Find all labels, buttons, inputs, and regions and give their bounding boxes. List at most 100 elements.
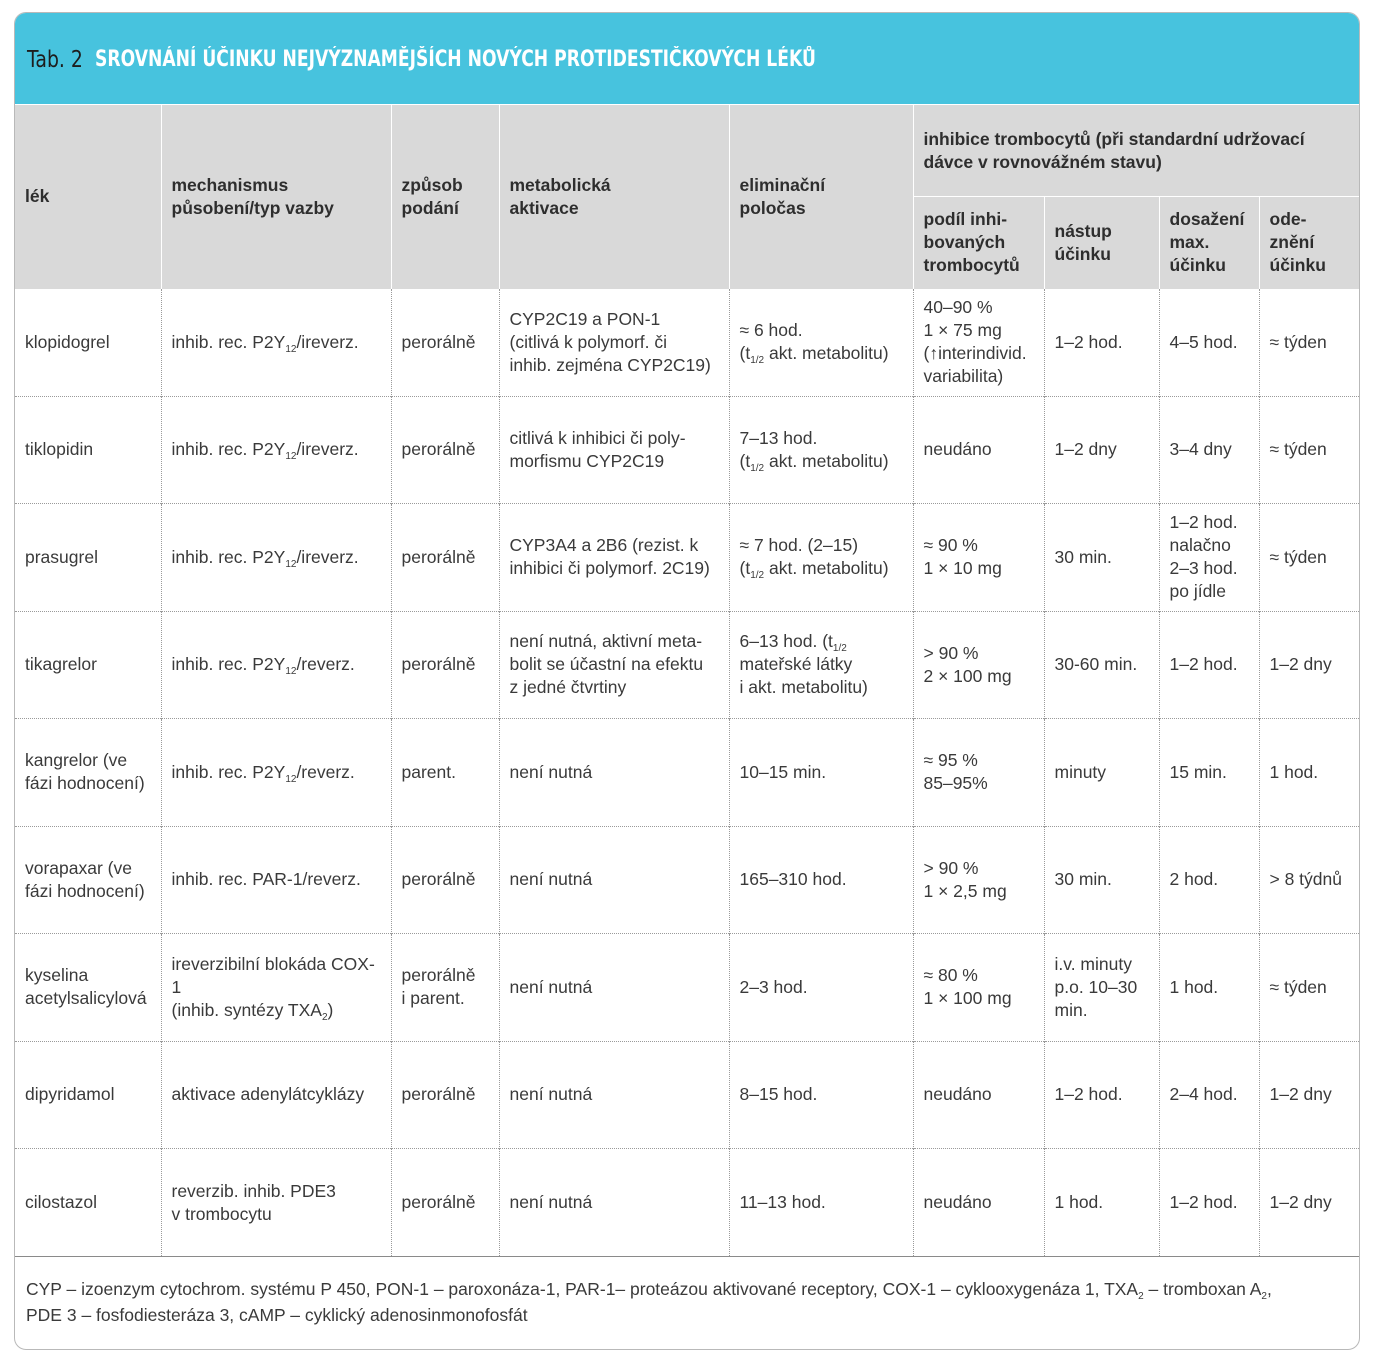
cell-lek: cilostazol [15, 1148, 161, 1256]
cell-metabolicka: není nutná [498, 825, 729, 934]
cell-lek: tikagrelor [15, 610, 161, 719]
cell-nastup: 30 min. [1043, 503, 1159, 611]
cell-metabolicka: není nutná [498, 933, 729, 1041]
cell-odezneni: 1–2 dny [1258, 1040, 1359, 1149]
cell-dosazeni: 1–2 hod. [1158, 1148, 1259, 1256]
cell-zpusob: perorálně [390, 825, 499, 934]
cell-metabolicka: CYP2C19 a PON-1 (citlivá k polymorf. či … [498, 288, 729, 396]
table-row: kangrelor (ve fázi hodnocení) inhib. rec… [15, 718, 1359, 826]
cell-lek: klopidogrel [25, 331, 110, 352]
cell-eliminacni: 6–13 hod. (t1/2 mateřské látky i akt. met… [728, 610, 913, 719]
table-header-bar: Tab. 2 SROVNÁNÍ ÚČINKU NEJVÝZNAMĚJŠÍCH N… [15, 13, 1359, 104]
cell-eliminacni: ≈ 6 hod. (t1/2 akt. metabolitu) [728, 288, 913, 396]
cell-dosazeni: 1–2 hod. [1158, 610, 1259, 719]
cell-nastup: 30-60 min. [1043, 610, 1159, 719]
footnote-line-1: CYP – izoenzym cytochrom. systému P 450,… [26, 1279, 1272, 1302]
cell-mechanismus: inhib. rec. PAR-1/reverz. [160, 825, 391, 934]
cell-metabolicka: není nutná, aktivní meta- bolit se účast… [498, 610, 729, 719]
cell-nastup: 1–2 hod. [1043, 288, 1159, 396]
cell-dosazeni: 3–4 dny [1158, 395, 1259, 504]
cell-odezneni: ≈ týden [1258, 933, 1359, 1041]
cell-dosazeni: 2 hod. [1158, 825, 1259, 934]
table-number: Tab. 2 [27, 46, 83, 73]
cell-podil: 40–90 % 1 × 75 mg (↑interindivid. variab… [912, 288, 1044, 396]
cell-mechanismus: inhib. rec. P2Y12/ireverz. [160, 503, 391, 611]
cell-zpusob: perorálně [390, 1148, 499, 1256]
col-header-mechanismus: mechanismus působení/typ vazby [160, 104, 391, 289]
drug-comparison-table: lék mechanismus působení/typ vazby způso… [15, 104, 1359, 1256]
table-row: prasugrel inhib. rec. P2Y12/ireverz. per… [15, 503, 1359, 611]
cell-lek: kyselina acetylsalicylová [15, 933, 161, 1041]
col-header-odezneni: ode- znění účinku [1258, 196, 1359, 289]
cell-odezneni: 1 hod. [1258, 718, 1359, 826]
cell-podil: neudáno [912, 1148, 1044, 1256]
cell-mechanismus: inhib. rec. P2Y12/ireverz. [160, 288, 391, 396]
cell-nastup: i.v. minuty p.o. 10–30 min. [1043, 933, 1159, 1041]
table-row: tikagrelor inhib. rec. P2Y12/reverz. per… [15, 610, 1359, 719]
col-header-podil: podíl inhi- bovaných trombocytů [912, 196, 1044, 289]
cell-podil: > 90 % 1 × 2,5 mg [912, 825, 1044, 934]
cell-podil: > 90 % 2 × 100 mg [912, 610, 1044, 719]
footnote-line-2: PDE 3 – fosfodiesteráza 3, cAMP – cyklic… [26, 1305, 528, 1325]
cell-nastup: 1–2 hod. [1043, 1040, 1159, 1149]
cell-metabolicka: není nutná [498, 1148, 729, 1256]
cell-mechanismus: inhib. rec. P2Y12/ireverz. [160, 395, 391, 504]
cell-odezneni: ≈ týden [1258, 503, 1359, 611]
cell-eliminacni: ≈ 7 hod. (2–15) (t1/2 akt. metabolitu) [728, 503, 913, 611]
cell-nastup: 30 min. [1043, 825, 1159, 934]
col-header-eliminacni: eliminační poločas [728, 104, 913, 289]
col-header-metabolicka: metabolická aktivace [498, 104, 729, 289]
cell-eliminacni: 7–13 hod. (t1/2 akt. metabolitu) [728, 395, 913, 504]
col-header-nastup: nástup účinku [1043, 196, 1159, 289]
cell-odezneni: ≈ týden [1258, 395, 1359, 504]
col-header-inhibice-group: inhibice trombocytů (při standardní udrž… [912, 104, 1359, 197]
cell-podil: neudáno [912, 395, 1044, 504]
cell-zpusob: perorálně [390, 503, 499, 611]
cell-eliminacni: 2–3 hod. [728, 933, 913, 1041]
cell-zpusob: perorálně [390, 288, 499, 396]
cell-zpusob: perorálně i parent. [390, 933, 499, 1041]
table-row: cilostazol reverzib. inhib. PDE3 v tromb… [15, 1148, 1359, 1256]
col-header-lek: lék [15, 104, 161, 289]
cell-metabolicka: není nutná [498, 1040, 729, 1149]
cell-podil: ≈ 80 % 1 × 100 mg [912, 933, 1044, 1041]
table-row: vorapaxar (ve fázi hodnocení) inhib. rec… [15, 825, 1359, 934]
cell-zpusob: parent. [390, 718, 499, 826]
cell-lek: prasugrel [15, 503, 161, 611]
cell-odezneni: ≈ týden [1258, 288, 1359, 396]
cell-podil: ≈ 95 % 85–95% [912, 718, 1044, 826]
cell-eliminacni: 10–15 min. [728, 718, 913, 826]
cell-mechanismus: inhib. rec. P2Y12/reverz. [160, 718, 391, 826]
cell-lek: kangrelor (ve fázi hodnocení) [15, 718, 161, 826]
cell-eliminacni: 8–15 hod. [728, 1040, 913, 1149]
cell-nastup: minuty [1043, 718, 1159, 826]
cell-dosazeni: 2–4 hod. [1158, 1040, 1259, 1149]
cell-mechanismus: ireverzibilní blokáda COX-1 (inhib. synté… [160, 933, 391, 1041]
cell-mechanismus: aktivace adenylátcyklázy [160, 1040, 391, 1149]
cell-mechanismus: reverzib. inhib. PDE3 v trombocytu [160, 1148, 391, 1256]
table-row: tiklopidin inhib. rec. P2Y12/ireverz. pe… [15, 395, 1359, 504]
cell-eliminacni: 165–310 hod. [728, 825, 913, 934]
cell-metabolicka: CYP3A4 a 2B6 (rezist. k inhibici či poly… [498, 503, 729, 611]
cell-dosazeni: 1–2 hod. nalačno 2–3 hod. po jídle [1158, 503, 1259, 611]
table-row: dipyridamol aktivace adenylátcyklázy per… [15, 1040, 1359, 1149]
cell-podil: ≈ 90 % 1 × 10 mg [912, 503, 1044, 611]
cell-zpusob: perorálně [390, 610, 499, 719]
cell-lek: vorapaxar (ve fázi hodnocení) [15, 825, 161, 934]
col-header-dosazeni: dosažení max. účinku [1158, 196, 1259, 289]
col-header-zpusob: způsob podání [390, 104, 499, 289]
table-row: kyselina acetylsalicylová ireverzibilní … [15, 933, 1359, 1041]
cell-mechanismus: inhib. rec. P2Y12/reverz. [160, 610, 391, 719]
cell-metabolicka: není nutná [498, 718, 729, 826]
cell-lek: tiklopidin [15, 395, 161, 504]
cell-metabolicka: citlivá k inhibici či poly- morfismu CYP… [498, 395, 729, 504]
cell-zpusob: perorálně [390, 395, 499, 504]
cell-odezneni: 1–2 dny [1258, 1148, 1359, 1256]
cell-podil: neudáno [912, 1040, 1044, 1149]
cell-odezneni: 1–2 dny [1258, 610, 1359, 719]
cell-dosazeni: 15 min. [1158, 718, 1259, 826]
cell-nastup: 1–2 dny [1043, 395, 1159, 504]
table-row: klopidogrel inhib. rec. P2Y12/ireverz. p… [15, 288, 1359, 396]
table-card: Tab. 2 SROVNÁNÍ ÚČINKU NEJVÝZNAMĚJŠÍCH N… [14, 12, 1360, 1350]
cell-dosazeni: 1 hod. [1158, 933, 1259, 1041]
